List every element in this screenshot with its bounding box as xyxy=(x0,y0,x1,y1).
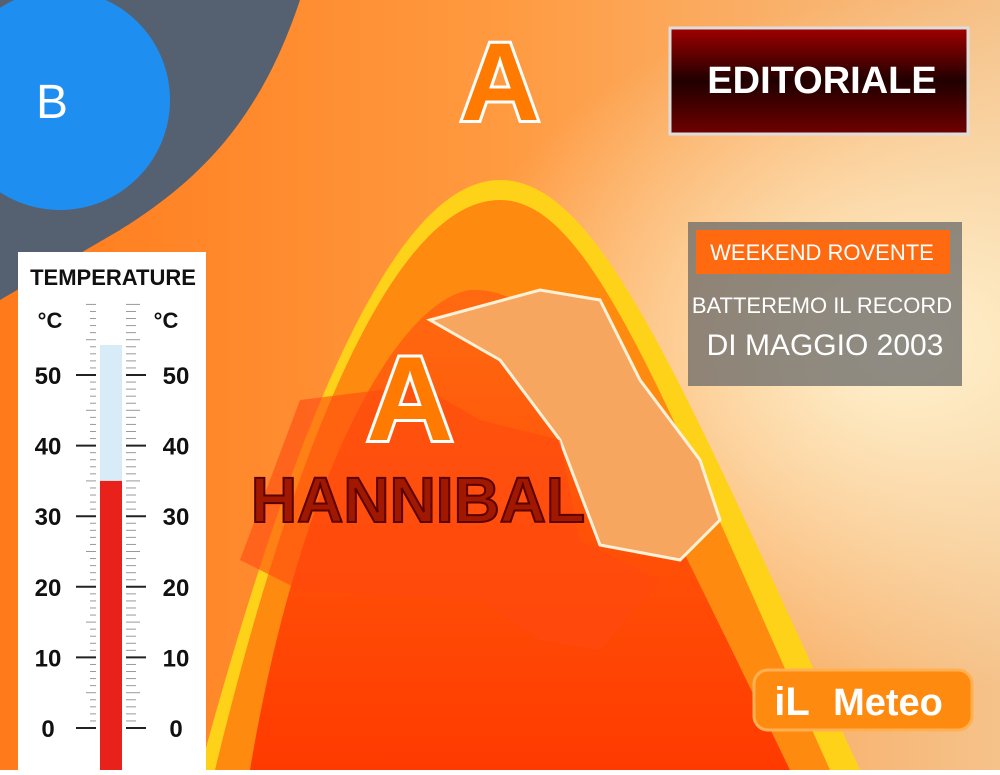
news-tag-box xyxy=(696,230,950,274)
mercury xyxy=(100,480,122,770)
unit-label: °C xyxy=(154,308,179,333)
logo-box xyxy=(752,668,974,732)
italy xyxy=(426,288,722,562)
scale-label: 40 xyxy=(35,434,62,461)
low-pressure xyxy=(0,0,170,210)
scale-label: 10 xyxy=(163,645,190,672)
scale-label: 50 xyxy=(35,363,62,390)
news-tag: WEEKEND ROVENTE xyxy=(710,240,934,265)
high-label: A xyxy=(367,332,454,466)
news-line: DI MAGGIO 2003 xyxy=(707,329,944,362)
scale-label: 30 xyxy=(163,504,190,531)
scale-label: 40 xyxy=(163,434,190,461)
scale-label: 30 xyxy=(35,504,62,531)
logo-prefix: iL xyxy=(774,680,810,724)
sea xyxy=(240,385,660,650)
logo-word: Meteo xyxy=(833,682,943,724)
badge-text: EDITORIALE xyxy=(707,60,936,102)
thermometer: TEMPERATURE °C °C 50 50 40 40 30 30 20 20 10 10 0 0 xyxy=(18,252,206,772)
scale-label: 50 xyxy=(163,363,190,390)
badge-box xyxy=(668,26,970,136)
unit-label: °C xyxy=(38,308,63,333)
news-line: BATTEREMO IL RECORD xyxy=(692,293,952,318)
scale-label: 0 xyxy=(41,716,54,743)
scale-label: 10 xyxy=(35,645,62,672)
heatwave-name: HANNIBAL xyxy=(251,464,585,536)
low-label: B xyxy=(36,76,68,129)
scale-label: 20 xyxy=(35,575,62,602)
scale-label: 0 xyxy=(169,716,182,743)
thermometer-title: TEMPERATURE xyxy=(30,265,196,290)
high-label: A xyxy=(460,21,539,144)
scale-label: 20 xyxy=(163,575,190,602)
